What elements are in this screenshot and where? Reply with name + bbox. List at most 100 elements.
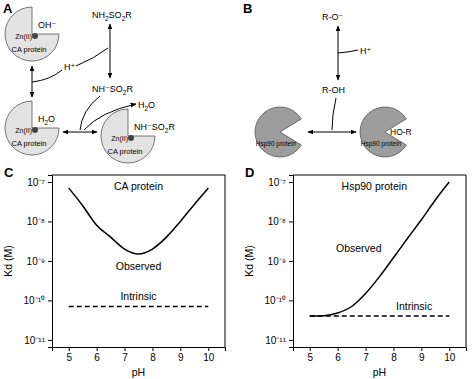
metal-label: Zn(II) <box>15 127 32 135</box>
protein-label: CA protein <box>11 45 46 54</box>
bound-ligand-label: HO-R <box>390 127 412 137</box>
ligand-anion-label: R-O⁻ <box>322 12 343 22</box>
x-axis-line <box>53 348 226 352</box>
x-tick-label: 6 <box>94 352 100 363</box>
chart-title: Hsp90 protein <box>342 180 408 192</box>
y-tick: 10⁻¹⁰ <box>24 295 52 306</box>
x-tick: 7 <box>363 347 369 363</box>
y-tick-mark <box>48 221 52 222</box>
metal-label: Zn(II) <box>15 33 32 41</box>
x-tick: 9 <box>178 347 184 363</box>
y-tick: 10⁻¹¹ <box>24 335 52 346</box>
y-axis-line <box>48 176 53 348</box>
y-tick-mark <box>289 340 293 341</box>
x-tick: 8 <box>391 347 397 363</box>
y-tick-label: 10⁻¹¹ <box>265 335 286 346</box>
ca-protein-shape <box>5 7 59 61</box>
x-axis-title: pH <box>373 366 386 378</box>
series-label: Observed <box>336 242 382 254</box>
ligand-label: R-OH <box>322 85 345 95</box>
x-tick-label: 5 <box>66 352 72 363</box>
x-tick-mark <box>366 347 367 351</box>
ca-protein-shape <box>5 101 59 155</box>
equilibrium-arrow <box>110 24 111 78</box>
x-tick: 10 <box>444 347 456 363</box>
y-axis: 10⁻¹¹ 10⁻¹⁰ 10⁻⁹ 10⁻⁸ 10⁻⁷ <box>24 176 53 348</box>
proton-path <box>76 48 108 66</box>
x-axis-title: pH <box>132 366 145 378</box>
protein-label: CA protein <box>11 139 46 148</box>
ligand-path <box>332 98 336 130</box>
y-tick: 10⁻⁹ <box>268 256 293 267</box>
x-tick-mark <box>208 347 209 351</box>
proton-path <box>32 70 62 82</box>
zinc-ion <box>32 33 38 39</box>
binding-arrow <box>308 132 356 133</box>
x-tick-mark <box>310 347 311 351</box>
x-tick-mark <box>449 347 450 351</box>
y-tick-label: 10⁻⁷ <box>27 177 45 188</box>
y-tick-label: 10⁻⁸ <box>27 216 45 227</box>
x-tick-mark <box>180 347 181 351</box>
zinc-ion <box>128 135 134 141</box>
proton-label: H⁺ <box>64 62 75 72</box>
zinc-ion <box>32 127 38 133</box>
series-line <box>69 306 209 308</box>
x-tick-mark <box>393 347 394 351</box>
ca-protein-shape <box>101 109 155 163</box>
x-tick-mark <box>152 347 153 351</box>
series-line <box>310 315 450 317</box>
x-tick-label: 9 <box>419 352 425 363</box>
y-tick-label: 10⁻¹¹ <box>24 335 45 346</box>
x-tick-mark <box>421 347 422 351</box>
x-axis: 5678910 <box>53 347 226 363</box>
y-tick-mark <box>289 221 293 222</box>
y-tick-label: 10⁻¹⁰ <box>265 295 286 306</box>
y-tick-label: 10⁻⁹ <box>268 256 286 267</box>
x-tick-label: 8 <box>391 352 397 363</box>
x-tick-mark <box>69 347 70 351</box>
x-tick-label: 10 <box>444 352 456 363</box>
x-tick-label: 7 <box>122 352 128 363</box>
y-tick: 10⁻⁸ <box>268 216 293 227</box>
y-tick: 10⁻⁸ <box>27 216 52 227</box>
x-tick-label: 9 <box>178 352 184 363</box>
x-tick: 9 <box>419 347 425 363</box>
y-tick: 10⁻¹⁰ <box>265 295 293 306</box>
series-label: Intrinsic <box>396 300 432 312</box>
site-ligand-label: H2O <box>38 114 55 126</box>
y-tick-label: 10⁻⁸ <box>268 216 286 227</box>
binding-arrow <box>63 132 97 133</box>
panel-label: B <box>243 1 252 16</box>
series-label: Observed <box>116 260 162 272</box>
x-tick: 5 <box>66 347 72 363</box>
x-tick: 6 <box>335 347 341 363</box>
x-tick: 7 <box>122 347 128 363</box>
x-axis-line <box>294 348 467 352</box>
x-tick: 10 <box>203 347 215 363</box>
panel-label: D <box>245 165 254 180</box>
chart-title: CA protein <box>114 180 163 192</box>
protein-label: Hsp90 protein <box>361 140 402 148</box>
proton-path <box>338 50 358 53</box>
x-tick-mark <box>125 347 126 351</box>
series-line <box>310 182 450 316</box>
x-tick-label: 10 <box>203 352 215 363</box>
x-tick-label: 5 <box>307 352 313 363</box>
y-tick-label: 10⁻⁹ <box>27 256 45 267</box>
metal-label: Zn(II) <box>111 135 128 143</box>
y-axis: 10⁻¹¹ 10⁻¹⁰ 10⁻⁹ 10⁻⁸ 10⁻⁷ <box>265 176 294 348</box>
ligand-label: NH2SO2R <box>92 10 132 22</box>
y-axis-title: Kd (M) <box>2 245 14 277</box>
site-ligand-label: NH⁻SO2R <box>134 122 175 134</box>
y-tick-mark <box>289 300 293 301</box>
y-tick-mark <box>48 261 52 262</box>
x-axis: 5 6 7 8 9 10 <box>294 347 467 363</box>
site-ligand-label: OH⁻ <box>38 20 57 30</box>
y-tick: 10⁻⁷ <box>268 177 293 188</box>
ligand-anion-label: NH⁻SO2R <box>92 84 133 96</box>
proton-label: H⁺ <box>360 46 371 56</box>
series-line <box>69 188 209 254</box>
y-axis-line <box>289 176 294 348</box>
x-tick: 5 <box>307 347 313 363</box>
